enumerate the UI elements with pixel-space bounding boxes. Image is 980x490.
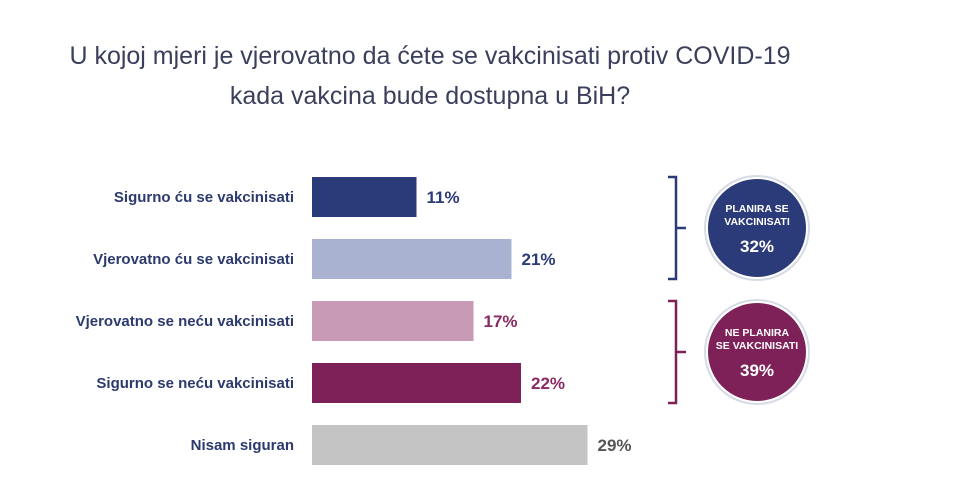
badge-value: 39% xyxy=(740,361,774,380)
chart-title-line2: kada vakcina bude dostupna u BiH? xyxy=(229,82,631,110)
group-badge xyxy=(706,301,808,403)
group-badge xyxy=(706,177,808,279)
category-label: Nisam siguran xyxy=(191,437,294,454)
value-label: 22% xyxy=(531,374,565,393)
value-label: 21% xyxy=(522,250,556,269)
chart-title-line1: U kojoj mjeri je vjerovatno da ćete se v… xyxy=(69,42,791,70)
bar xyxy=(312,239,512,279)
chart-title: U kojoj mjeri je vjerovatno da ćete se v… xyxy=(0,36,860,116)
group-bracket xyxy=(668,175,686,281)
group-bracket xyxy=(668,299,686,405)
badge-value: 32% xyxy=(740,237,774,256)
badge-label-line2: VAKCINISATI xyxy=(724,216,790,228)
category-label: Sigurno se neću vakcinisati xyxy=(96,375,294,392)
category-label: Sigurno ću se vakcinisati xyxy=(114,189,294,206)
bar xyxy=(312,363,521,403)
value-label: 29% xyxy=(598,436,632,455)
bar xyxy=(312,177,417,217)
category-label: Vjerovatno se neću vakcinisati xyxy=(76,313,294,330)
badge-label-line2: SE VAKCINISATI xyxy=(716,340,799,352)
category-label: Vjerovatno ću se vakcinisati xyxy=(93,251,294,268)
bar xyxy=(312,425,588,465)
bar xyxy=(312,301,474,341)
value-label: 11% xyxy=(427,188,460,207)
value-label: 17% xyxy=(484,312,518,331)
badge-label-line1: NE PLANIRA xyxy=(725,327,790,339)
badge-label-line1: PLANIRA SE xyxy=(725,203,788,215)
